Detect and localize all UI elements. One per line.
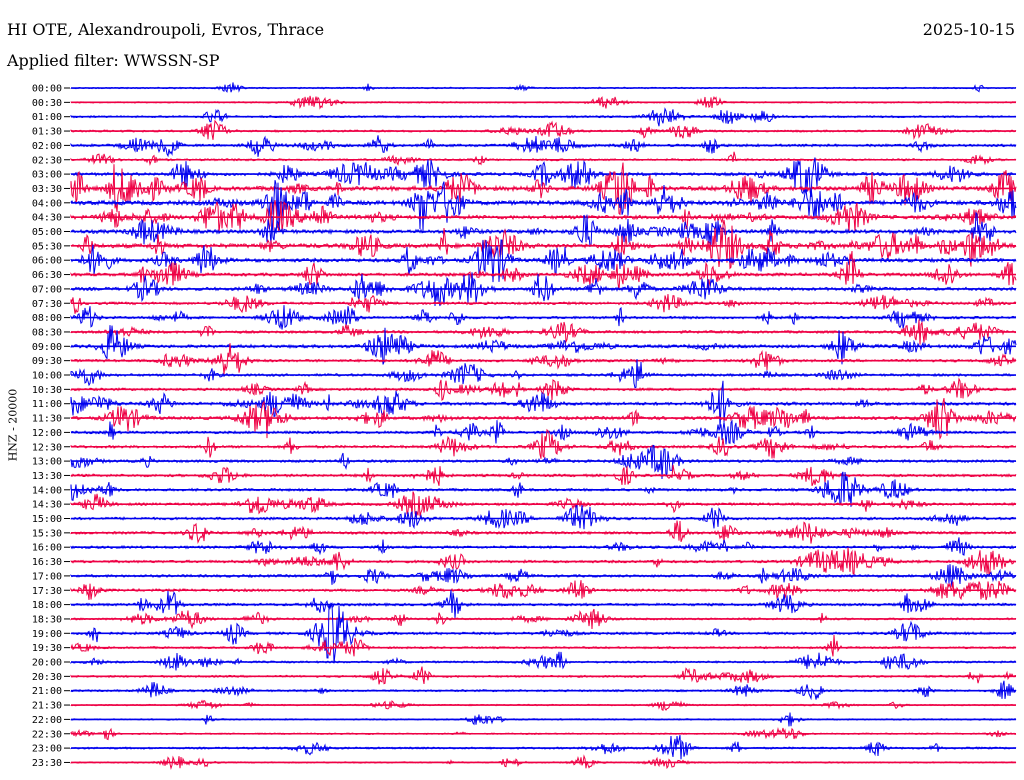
row-time-label: 15:30 xyxy=(32,528,62,539)
seismic-trace xyxy=(70,666,1017,685)
seismic-trace xyxy=(70,107,1017,127)
row-time-label: 22:00 xyxy=(32,715,62,726)
row-time-label: 02:30 xyxy=(32,155,62,166)
row-time-label: 08:30 xyxy=(32,327,62,338)
row-time-label: 08:00 xyxy=(32,313,62,324)
seismic-trace xyxy=(70,272,1017,307)
seismic-trace xyxy=(70,505,1017,530)
row-time-label: 17:00 xyxy=(32,571,62,582)
seismic-trace xyxy=(70,428,1017,459)
station-title: HI OTE, Alexandroupoli, Evros, Thrace xyxy=(7,20,325,39)
row-time-label: 11:00 xyxy=(32,399,62,410)
row-time-label: 05:30 xyxy=(32,241,62,252)
row-time-label: 10:30 xyxy=(32,385,62,396)
seismic-trace xyxy=(70,734,1017,760)
row-time-label: 22:30 xyxy=(32,729,62,740)
row-time-label: 01:00 xyxy=(32,112,62,123)
seismic-trace xyxy=(70,537,1017,556)
row-time-label: 20:00 xyxy=(32,658,62,669)
row-time-label: 03:30 xyxy=(32,184,62,195)
row-time-label: 20:30 xyxy=(32,672,62,683)
row-time-label: 23:00 xyxy=(32,744,62,755)
row-time-label: 03:00 xyxy=(32,170,62,181)
row-time-label: 07:00 xyxy=(32,284,62,295)
row-time-label: 04:30 xyxy=(32,213,62,224)
row-time-label: 16:30 xyxy=(32,557,62,568)
row-time-label: 19:00 xyxy=(32,629,62,640)
row-time-label: 18:30 xyxy=(32,614,62,625)
row-time-label: 04:00 xyxy=(32,198,62,209)
row-time-label: 11:30 xyxy=(32,414,62,425)
seismic-trace xyxy=(70,634,1017,657)
row-time-label: 15:00 xyxy=(32,514,62,525)
filter-label: Applied filter: WWSSN-SP xyxy=(7,51,220,70)
row-time-label: 23:30 xyxy=(32,758,62,769)
row-time-label: 14:30 xyxy=(32,500,62,511)
date-label: 2025-10-15 xyxy=(922,20,1015,39)
row-time-label: 14:00 xyxy=(32,485,62,496)
row-time-label: 09:30 xyxy=(32,356,62,367)
row-time-label: 19:30 xyxy=(32,643,62,654)
row-time-label: 13:30 xyxy=(32,471,62,482)
row-time-label: 12:30 xyxy=(32,442,62,453)
row-time-label: 18:00 xyxy=(32,600,62,611)
row-time-label: 01:30 xyxy=(32,127,62,138)
row-time-label: 00:00 xyxy=(32,84,62,95)
row-time-label: 09:00 xyxy=(32,342,62,353)
row-time-label: 10:00 xyxy=(32,371,62,382)
row-time-label: 06:00 xyxy=(32,256,62,267)
seismic-trace xyxy=(70,162,1017,216)
seismic-trace xyxy=(70,250,1017,291)
row-time-label: 12:00 xyxy=(32,428,62,439)
row-time-label: 06:30 xyxy=(32,270,62,281)
row-time-label: 00:30 xyxy=(32,98,62,109)
row-time-label: 02:00 xyxy=(32,141,62,152)
row-time-label: 05:00 xyxy=(32,227,62,238)
row-time-label: 21:00 xyxy=(32,686,62,697)
row-time-label: 17:30 xyxy=(32,586,62,597)
row-time-label: 13:00 xyxy=(32,457,62,468)
row-time-label: 21:30 xyxy=(32,701,62,712)
seismic-trace xyxy=(70,325,1017,365)
row-time-label: 07:30 xyxy=(32,299,62,310)
seismic-trace xyxy=(70,380,1017,429)
row-time-label: 16:00 xyxy=(32,543,62,554)
seismic-trace xyxy=(70,651,1017,671)
